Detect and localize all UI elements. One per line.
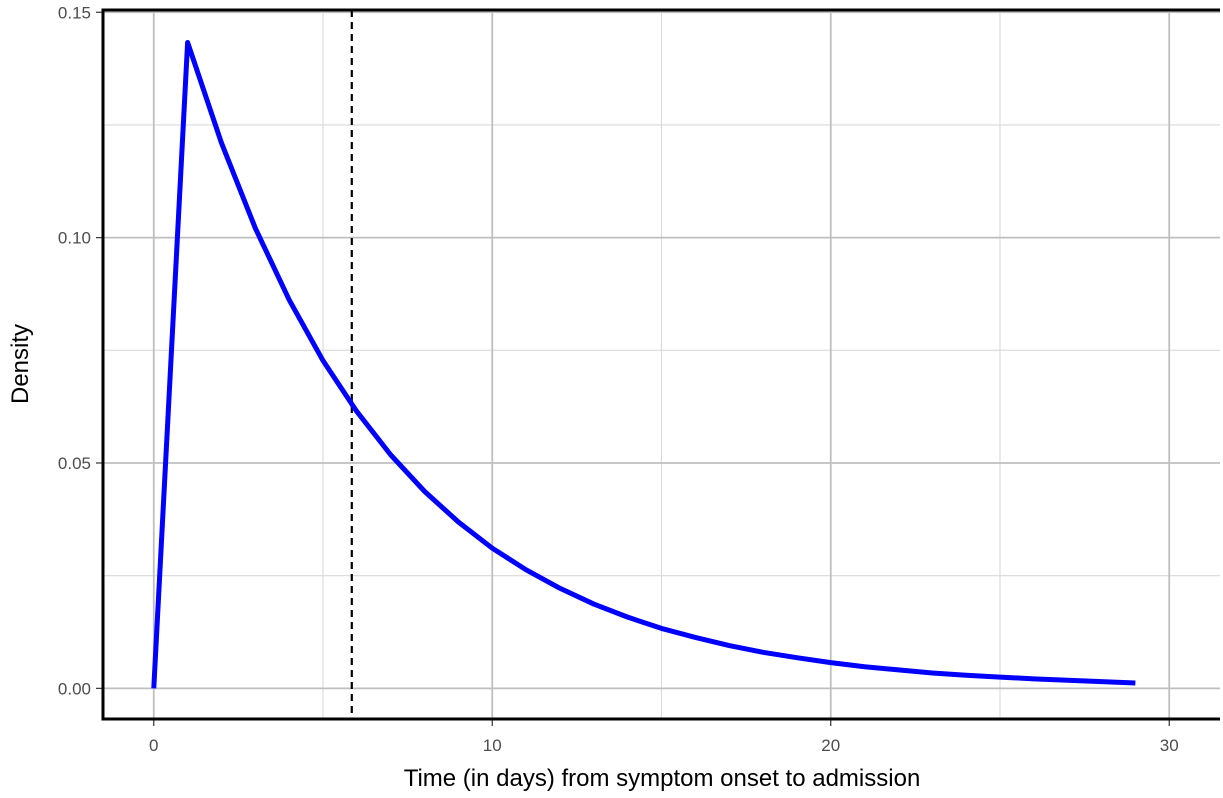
- y-tick-label: 0.10: [58, 229, 91, 248]
- tick-layer: 0 10 20 30 0.00 0.05 0.10 0.15: [58, 3, 1179, 755]
- x-axis-title: Time (in days) from symptom onset to adm…: [404, 765, 921, 792]
- x-tick-label: 20: [821, 736, 840, 755]
- y-axis-title: Density: [7, 324, 34, 404]
- x-tick-label: 10: [483, 736, 502, 755]
- grid-layer: [103, 10, 1220, 719]
- density-series-line: [151, 39, 1136, 689]
- y-tick-label: 0.15: [58, 3, 91, 22]
- x-tick-label: 30: [1160, 736, 1179, 755]
- x-tick-label: 0: [149, 736, 158, 755]
- y-tick-label: 0.05: [58, 454, 91, 473]
- y-tick-label: 0.00: [58, 679, 91, 698]
- series-layer: [151, 39, 1136, 689]
- axis-layer: [101, 8, 1220, 721]
